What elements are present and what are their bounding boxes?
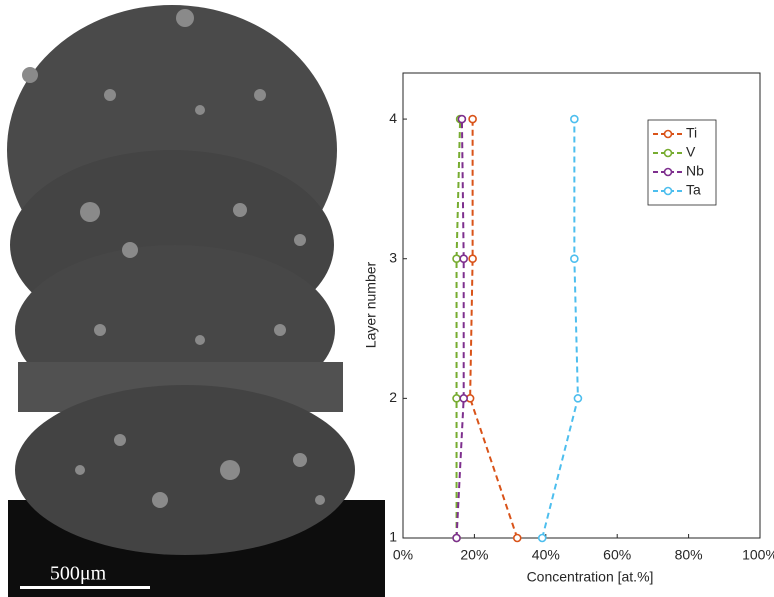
data-point <box>458 116 465 123</box>
page: 500μm Concentration [at.%] Layer number … <box>0 0 774 597</box>
y-axis-label: Layer number <box>363 261 379 348</box>
series-line <box>542 119 578 538</box>
x-tick-label: 20% <box>460 547 488 563</box>
data-point <box>469 255 476 262</box>
legend-marker <box>665 150 672 157</box>
legend-marker <box>665 131 672 138</box>
y-tick-label: 3 <box>389 249 397 265</box>
data-point <box>453 535 460 542</box>
data-point <box>453 255 460 262</box>
x-tick-label: 100% <box>742 547 774 563</box>
figure: 500μm Concentration [at.%] Layer number … <box>0 0 774 597</box>
data-point <box>571 255 578 262</box>
legend-label: V <box>686 144 696 160</box>
data-point <box>571 116 578 123</box>
x-axis-label: Concentration [at.%] <box>527 569 654 585</box>
micrograph: 500μm <box>7 5 385 597</box>
legend-label: Nb <box>686 163 704 179</box>
data-point <box>469 116 476 123</box>
legend-marker <box>665 188 672 195</box>
series-line <box>457 119 464 538</box>
y-tick-label: 4 <box>389 110 397 126</box>
x-tick-label: 0% <box>393 547 413 563</box>
legend-label: Ta <box>686 182 701 198</box>
legend-box <box>648 120 716 205</box>
data-point <box>453 395 460 402</box>
data-point <box>460 255 467 262</box>
y-tick-label: 1 <box>389 529 397 545</box>
data-point <box>574 395 581 402</box>
y-tick-label: 2 <box>389 389 397 405</box>
x-tick-label: 40% <box>532 547 560 563</box>
legend-label: Ti <box>686 125 697 141</box>
scale-bar-label: 500μm <box>50 563 107 585</box>
legend-marker <box>665 169 672 176</box>
data-point <box>514 535 521 542</box>
series-line <box>470 119 517 538</box>
data-point <box>460 395 467 402</box>
x-tick-label: 60% <box>603 547 631 563</box>
data-point <box>539 535 546 542</box>
x-tick-label: 80% <box>675 547 703 563</box>
